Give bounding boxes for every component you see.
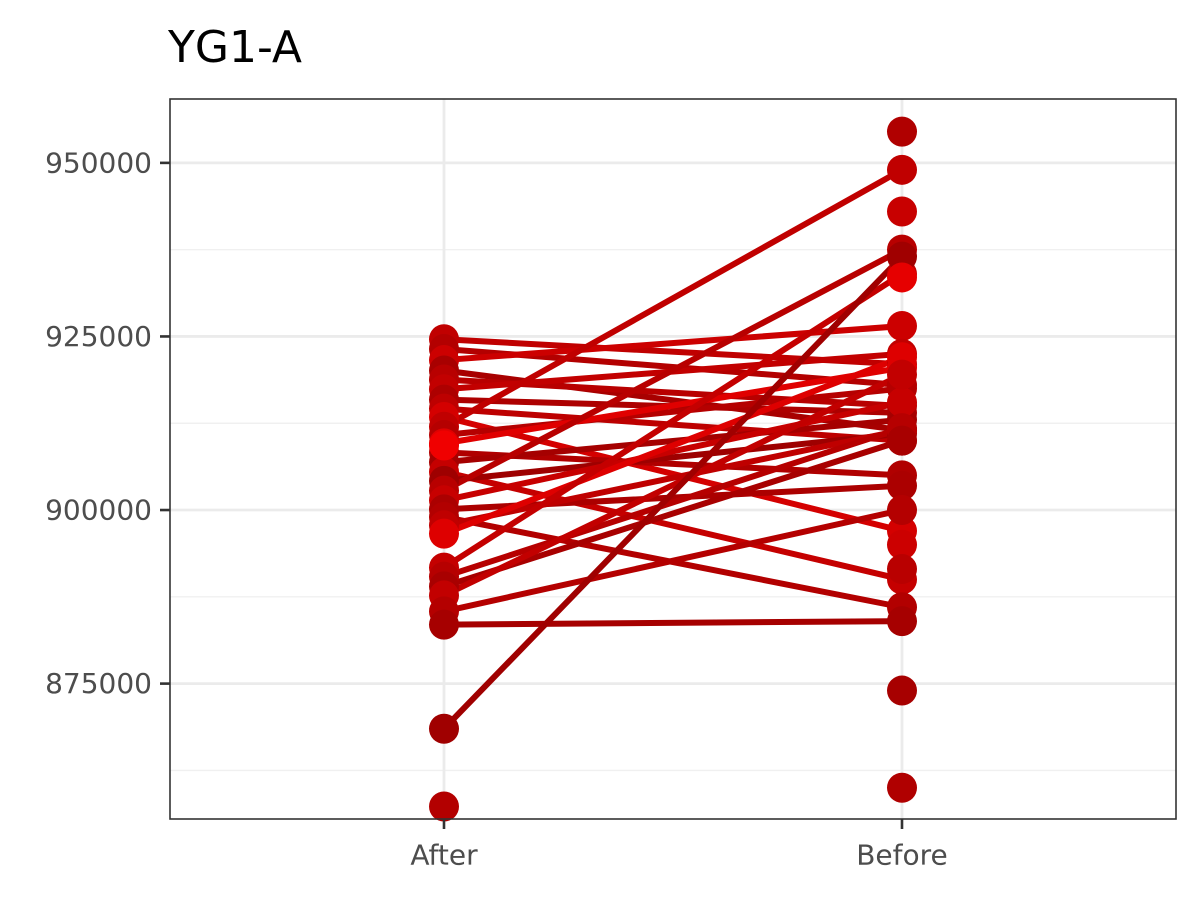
point-before xyxy=(887,675,917,706)
point-after xyxy=(429,430,459,461)
y-tick-label: 875000 xyxy=(45,667,152,700)
series-line xyxy=(441,399,905,504)
series-line xyxy=(441,354,905,537)
point-before xyxy=(887,425,917,456)
y-tick-label: 900000 xyxy=(45,494,152,527)
point-before xyxy=(887,606,917,637)
series-line xyxy=(441,246,905,494)
series-line xyxy=(441,253,905,732)
y-tick-label: 950000 xyxy=(45,146,152,179)
point-before xyxy=(887,116,917,147)
series-line xyxy=(441,427,905,529)
series-line xyxy=(441,437,905,590)
point-before xyxy=(887,196,917,227)
point-before xyxy=(887,554,917,585)
point-before xyxy=(887,262,917,293)
series-line xyxy=(441,507,905,615)
series-lines xyxy=(441,166,905,732)
point-after xyxy=(429,791,459,822)
point-before xyxy=(887,311,917,342)
series-line xyxy=(441,468,905,583)
point-before xyxy=(887,359,917,390)
series-line xyxy=(441,425,905,580)
point-before xyxy=(887,495,917,526)
point-before xyxy=(887,241,917,272)
series-line xyxy=(441,166,905,430)
data-points xyxy=(429,116,917,822)
point-before xyxy=(887,154,917,185)
series-line xyxy=(441,413,905,534)
point-before xyxy=(887,470,917,501)
point-after xyxy=(429,518,459,549)
series-line xyxy=(441,405,905,444)
x-tick-label: Before xyxy=(856,839,948,872)
series-line xyxy=(441,618,905,628)
point-before xyxy=(887,529,917,560)
series-line xyxy=(441,364,905,447)
series-line xyxy=(441,385,905,439)
point-after xyxy=(429,713,459,744)
chart-title: YG1-A xyxy=(167,22,302,73)
axes: 875000 900000 925000 950000 After Before xyxy=(45,146,948,871)
series-line xyxy=(441,430,905,484)
y-tick-label: 925000 xyxy=(45,320,152,353)
x-tick-label: After xyxy=(410,839,478,872)
series-line xyxy=(441,270,905,571)
series-line xyxy=(441,416,905,466)
point-before xyxy=(887,772,917,803)
plot-border xyxy=(169,98,1177,820)
point-after xyxy=(429,609,459,640)
series-line xyxy=(441,371,905,599)
point-before xyxy=(887,387,917,418)
